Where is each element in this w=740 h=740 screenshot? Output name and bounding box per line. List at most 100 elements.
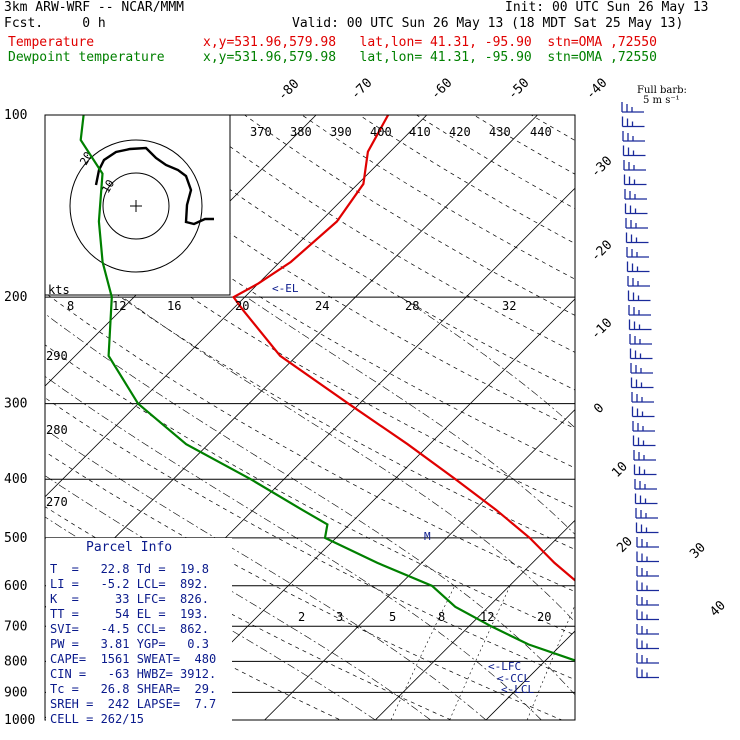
moist-adiabat [45, 375, 542, 720]
isotherm [45, 115, 538, 609]
isotherm-label: 20 [614, 534, 636, 556]
theta-label: 270 [46, 495, 68, 509]
theta-label: 420 [449, 125, 471, 139]
parcel-row: SREH = 242 LAPSE= 7.7 [50, 697, 217, 711]
dry-adiabat [646, 115, 740, 733]
dry-adiabat [45, 241, 575, 550]
isotherm-label: -40 [583, 76, 610, 103]
isotherm-label: 0 [591, 401, 607, 417]
isotherm-label: 10 [609, 459, 631, 481]
parcel-row: SVI= -4.5 CCL= 862. [50, 622, 209, 636]
mixing-ratio-line [526, 604, 575, 720]
m-marker: M [424, 530, 431, 543]
isotherm [695, 115, 740, 733]
isotherm-label: 30 [687, 540, 709, 562]
mixing-ratio-label: 5 [389, 610, 396, 624]
dry-adiabat [244, 115, 575, 316]
forecast-hour: Fcst. 0 h [4, 16, 106, 31]
theta-label: 370 [250, 125, 272, 139]
isotherm [45, 115, 428, 498]
hodograph-scale-label: 12 [112, 299, 126, 313]
isotherm-label: -20 [588, 238, 615, 265]
dry-adiabat [588, 115, 740, 733]
hodograph-ring-label: 10 [99, 178, 117, 196]
isotherm [485, 630, 575, 720]
pressure-tick-label: 500 [4, 531, 27, 546]
isotherm-label: -80 [275, 77, 302, 104]
pressure-tick-label: 700 [4, 619, 27, 634]
pressure-tick-label: 800 [4, 654, 27, 669]
theta-label: 390 [330, 125, 352, 139]
temperature-label: Temperature [8, 35, 95, 50]
dewpoint-label: Dewpoint temperature [8, 50, 165, 65]
isotherm [264, 409, 575, 720]
dry-adiabat [45, 506, 452, 720]
dry-adiabat [45, 292, 575, 593]
parcel-row: PW = 3.81 YGP= 0.3 [50, 637, 209, 651]
lcl-marker: <-LCL [501, 683, 534, 696]
temperature-profile [231, 115, 575, 582]
parcel-row: K = 33 LFC= 826. [50, 592, 209, 606]
dry-adiabat [72, 115, 575, 429]
parcel-info-panel: Parcel Info T = 22.8 Td = 19.8 LI = -5.2… [46, 538, 232, 738]
temperature-location: x,y=531.96,579.98 lat,lon= 41.31, -95.90… [203, 35, 657, 50]
dewpoint-profile [79, 115, 575, 662]
mixing-ratio-line [390, 585, 455, 720]
model-title: 3km ARW-WRF -- NCAR/MMM [4, 0, 185, 15]
theta-label: 440 [530, 125, 552, 139]
parcel-row: TT = 54 EL = 193. [50, 607, 209, 621]
mixing-ratio-label: 2 [298, 610, 305, 624]
pressure-tick-label: 1000 [4, 713, 35, 728]
mixing-ratio-label: 8 [438, 610, 445, 624]
moist-adiabat [246, 296, 575, 535]
theta-label: 400 [370, 125, 392, 139]
parcel-row: CELL = 262/15 [50, 712, 144, 726]
isotherm-label: -70 [348, 76, 375, 103]
dry-adiabat [45, 344, 575, 636]
hodograph-ring [102, 172, 170, 240]
dry-adiabat [187, 115, 575, 353]
parcel-row: LI = -5.2 LCL= 892. [50, 577, 209, 591]
theta-label: 430 [489, 125, 511, 139]
hodograph-ring [69, 139, 203, 273]
parcel-row: CIN = -63 HWBZ= 3912. [50, 667, 217, 681]
parcel-row: CAPE= 1561 SWEAT= 480 [50, 652, 217, 666]
profiles [79, 115, 575, 662]
wind-note: 5 m s⁻¹ [643, 95, 680, 106]
pressure-tick-label: 100 [4, 108, 27, 123]
isotherm-label: -60 [428, 76, 455, 103]
dry-adiabat [473, 115, 575, 175]
theta-label: 280 [46, 423, 68, 437]
wind-barbs: Full barb:5 m s⁻¹ [621, 85, 687, 679]
pressure-tick-label: 400 [4, 472, 27, 487]
hodograph-unit-label: kts [48, 283, 70, 297]
dry-adiabat [359, 115, 575, 244]
moist-adiabat [400, 296, 575, 429]
pressure-tick-label: 900 [4, 685, 27, 700]
theta-label: 290 [46, 349, 68, 363]
hodograph-scale-label: 28 [405, 299, 419, 313]
moist-adiabat [122, 296, 575, 623]
moist-adiabat [45, 429, 487, 720]
isotherm [374, 519, 575, 720]
hodograph-scale-label: 32 [502, 299, 516, 313]
pressure-tick-label: 600 [4, 579, 27, 594]
pressure-tick-label: 300 [4, 397, 27, 412]
isotherm-label: -50 [505, 76, 532, 103]
parcel-info-title: Parcel Info [86, 540, 173, 555]
hodograph-trace [94, 146, 214, 226]
mixing-ratio-line [449, 585, 511, 720]
hodograph-scale-label: 16 [167, 299, 181, 313]
parcel-row: Tc = 26.8 SHEAR= 29. [50, 682, 217, 696]
valid-time: Valid: 00 UTC Sun 26 May 13 (18 MDT Sat … [292, 16, 684, 31]
isotherm-label: -30 [588, 154, 615, 181]
hodograph-scale-label: 24 [315, 299, 329, 313]
mixing-ratio-line [602, 586, 654, 720]
hodograph-box [44, 114, 231, 296]
wind-note: Full barb: [637, 85, 687, 96]
ccl-marker: <-CCL [497, 672, 530, 685]
isotherm [584, 115, 740, 733]
mixing-ratio-label: 12 [480, 610, 494, 624]
